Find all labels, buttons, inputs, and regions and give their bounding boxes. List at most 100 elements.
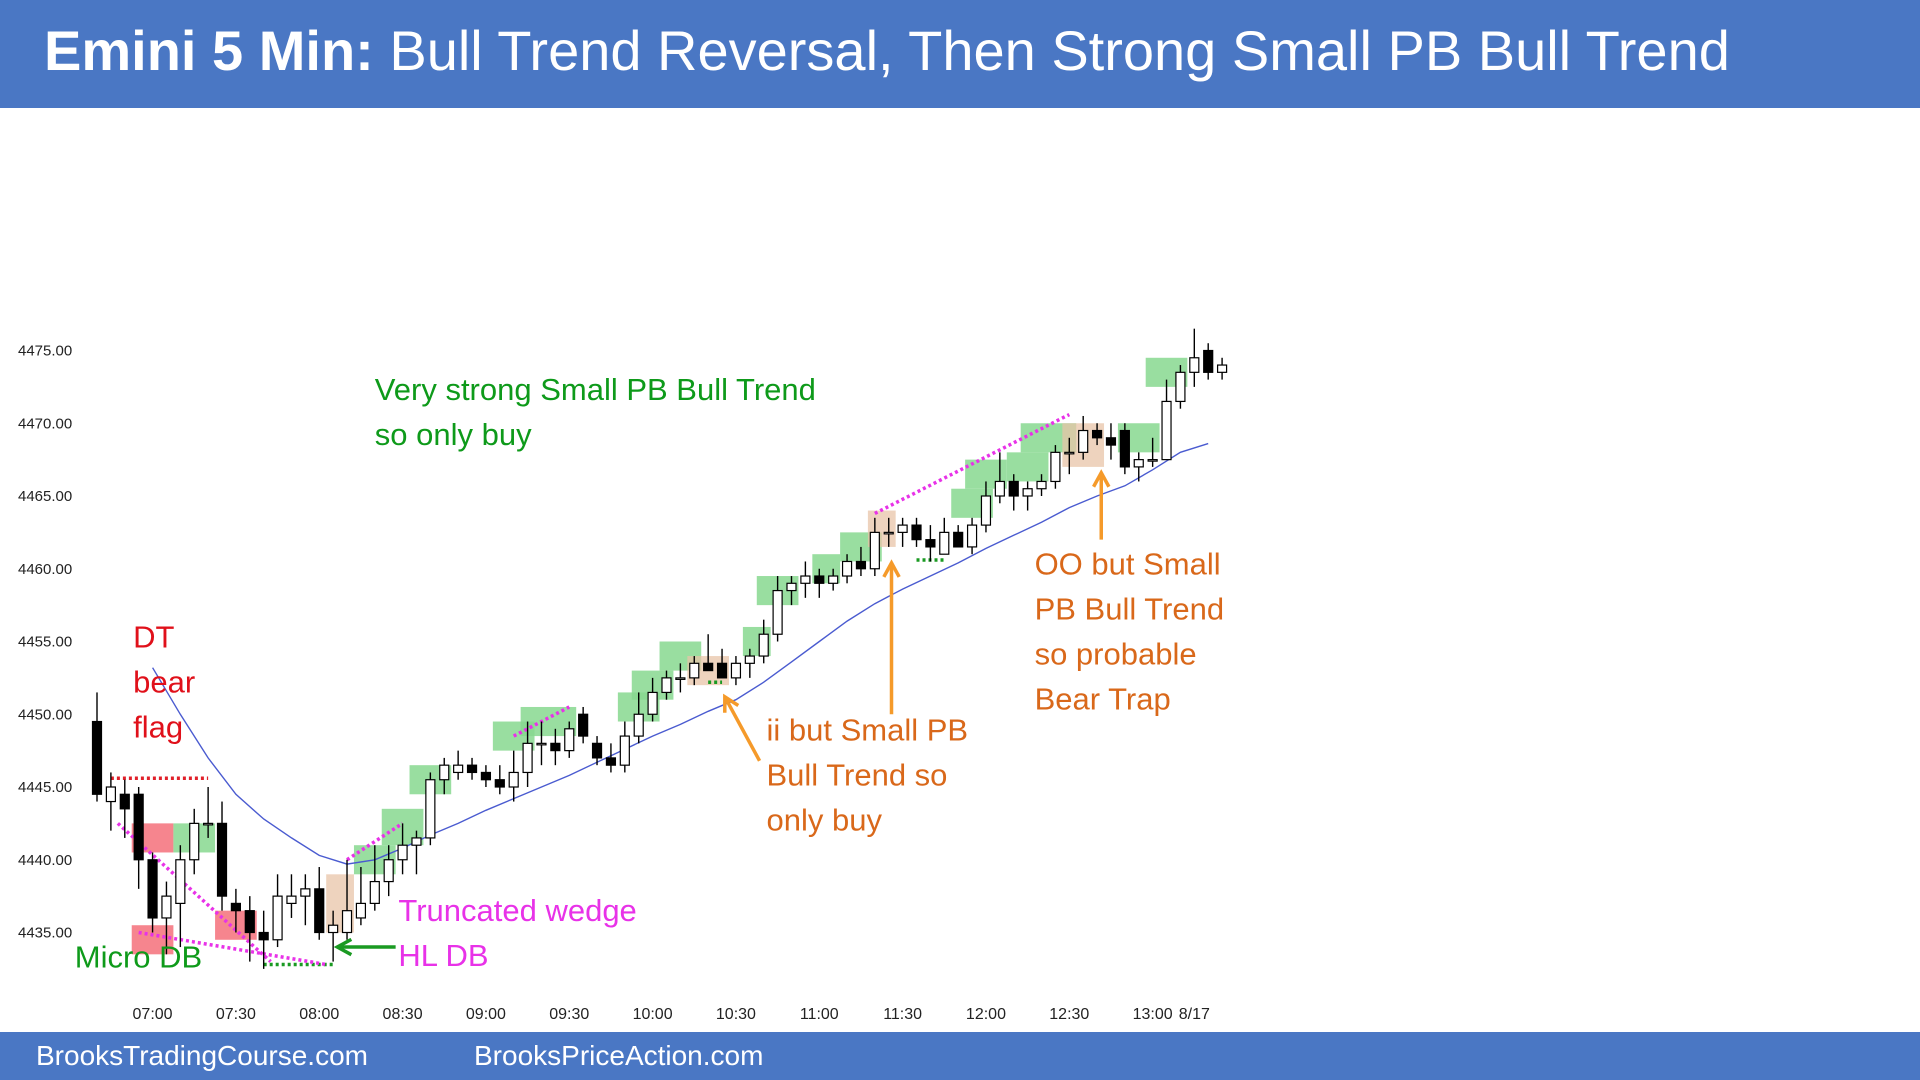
magenta-dotted-line: [346, 821, 404, 862]
orange-arrow-head: [723, 693, 740, 713]
bull-candle: [105, 786, 116, 803]
bear-candle: [814, 575, 825, 584]
bear-candle: [578, 713, 589, 737]
bull-candle: [619, 735, 630, 766]
ema-layer: [151, 442, 1209, 865]
bull-candle: [689, 662, 700, 679]
bull-candle: [758, 633, 769, 657]
bear-candle: [147, 859, 158, 919]
y-tick-label: 4445.00: [18, 779, 72, 796]
annotation-line: Bull Trend so: [766, 757, 947, 792]
magenta-annotation: Truncated wedge HL DB: [398, 893, 636, 973]
bull-candle: [411, 837, 422, 846]
annotations: Very strong Small PB Bull Trend so only b…: [75, 372, 1224, 974]
bear-candle: [133, 793, 144, 861]
annotation-line: flag: [133, 709, 183, 744]
x-tick-label: 12:00: [966, 1006, 1006, 1023]
highlight-zones: [131, 357, 1188, 955]
bear-candle: [855, 560, 867, 570]
magenta-dotted-line: [138, 930, 327, 967]
title-bar: Emini 5 Min: Bull Trend Reversal, Then S…: [0, 0, 1920, 108]
bull-candle: [869, 531, 880, 570]
y-tick-label: 4460.00: [18, 561, 72, 578]
x-tick-label: 07:00: [133, 1006, 173, 1023]
bull-candle: [397, 844, 408, 861]
annotation-line: Truncated wedge: [398, 893, 636, 928]
bull-candle: [203, 822, 214, 826]
bear-candle: [314, 888, 325, 934]
bear-candle: [1091, 429, 1103, 439]
bull-candle: [508, 771, 519, 788]
annotation-line: bear: [133, 664, 195, 699]
bull-candle: [1189, 357, 1200, 373]
y-tick-label: 4475.00: [18, 343, 72, 360]
bull-candle: [369, 880, 380, 905]
bear-candle: [216, 822, 228, 897]
trend-lines: [110, 412, 1071, 967]
chart-title: Emini 5 Min: Bull Trend Reversal, Then S…: [44, 18, 1730, 83]
bull-candle: [189, 822, 200, 861]
bull-candle: [1022, 488, 1033, 497]
y-tick-label: 4470.00: [18, 415, 72, 432]
bear-candle: [258, 931, 269, 941]
red-annotation: DT bear flag: [133, 619, 195, 744]
bull-candle: [522, 742, 533, 774]
bull-candle: [564, 728, 575, 752]
green-annotation: Very strong Small PB Bull Trend so only b…: [375, 372, 816, 452]
bear-candle: [230, 902, 241, 912]
y-tick-label: 4450.00: [18, 706, 72, 723]
bull-candle: [1147, 459, 1158, 462]
bull-candle: [730, 662, 742, 679]
bull-candle: [980, 495, 992, 526]
bear-candle: [716, 662, 728, 679]
bear-candle: [925, 539, 936, 548]
bull-candle: [272, 895, 283, 941]
annotation-line: Micro DB: [75, 939, 202, 974]
bull-candle: [300, 888, 311, 897]
bull-candle: [661, 677, 672, 694]
bull-candle: [341, 910, 353, 934]
bear-candle: [1203, 349, 1214, 373]
bull-candle: [744, 655, 755, 664]
bull-candle: [175, 859, 186, 905]
bear-candle: [119, 793, 130, 810]
bull-candle: [536, 742, 547, 746]
bull-candle: [1036, 480, 1047, 490]
orange-annotation: ii but Small PB Bull Trend so only buy: [766, 712, 968, 837]
bull-candle: [883, 531, 894, 535]
bear-candle: [1119, 429, 1130, 468]
bear-candle: [953, 531, 964, 548]
bear-candle: [591, 742, 603, 759]
annotation-line: PB Bull Trend: [1035, 592, 1225, 627]
bull-candle: [786, 582, 797, 592]
bull-candle: [1175, 371, 1186, 403]
annotation-line: so probable: [1035, 637, 1197, 672]
bear-candle: [494, 779, 505, 788]
title-rest: Bull Trend Reversal, Then Strong Small P…: [389, 19, 1730, 82]
x-tick-label: 10:00: [633, 1006, 673, 1023]
bull-candle: [439, 764, 450, 781]
bear-candle: [605, 757, 617, 766]
ema-line: [151, 442, 1209, 865]
bull-candle: [286, 895, 297, 905]
bull-candle: [453, 764, 464, 774]
x-tick-label: 11:00: [800, 1006, 839, 1023]
bull-candle: [1161, 400, 1172, 461]
bear-candle: [703, 662, 714, 672]
bull-candle: [355, 902, 367, 919]
bull-candle: [828, 575, 839, 584]
bull-candle: [1050, 451, 1061, 483]
magenta-dotted-line: [874, 412, 1071, 516]
x-tick-label: 13:00: [1133, 1006, 1173, 1023]
bear-candle: [466, 764, 478, 774]
x-tick-label: 12:30: [1049, 1006, 1089, 1023]
orange-annotation: OO but Small PB Bull Trend so probable Bear…: [1035, 547, 1225, 717]
green-annotation: Micro DB: [75, 939, 202, 974]
bull-candle: [1064, 451, 1075, 455]
x-tick-label: 11:30: [883, 1006, 922, 1023]
annotation-line: OO but Small: [1035, 547, 1221, 582]
bear-candle: [1008, 480, 1019, 497]
title-bold: Emini 5 Min:: [44, 19, 374, 82]
green-arrow-head: [333, 937, 353, 957]
